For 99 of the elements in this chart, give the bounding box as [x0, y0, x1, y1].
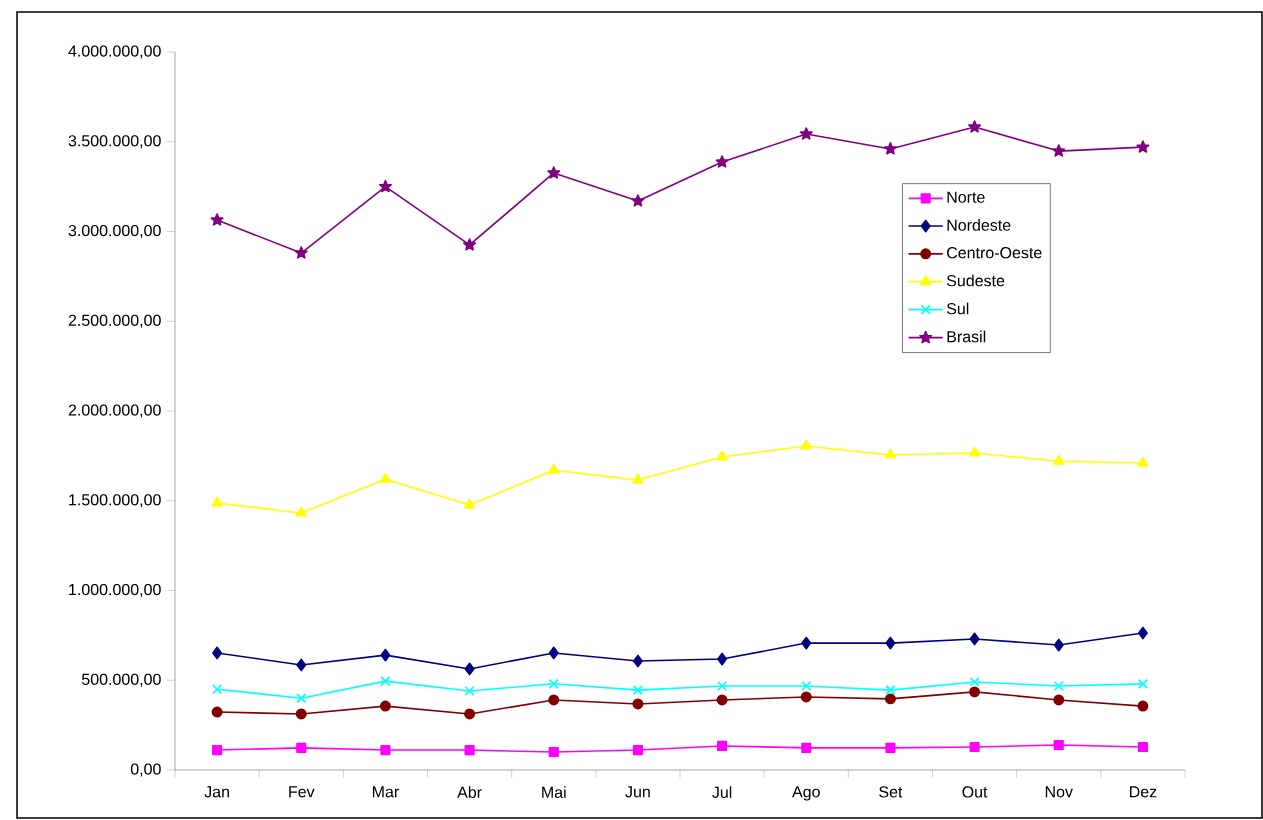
point [717, 652, 728, 666]
point [1137, 456, 1149, 467]
point [464, 662, 475, 676]
point [968, 446, 981, 457]
point [548, 678, 559, 689]
point [799, 127, 813, 140]
x-tick-label: Jun [625, 786, 650, 798]
y-tick-label: 3.500.000,00 [68, 135, 161, 149]
point [548, 694, 560, 706]
point [884, 448, 897, 459]
x-tick-label: Out [962, 786, 988, 798]
point [464, 745, 475, 756]
x-tick-label: Abr [457, 786, 482, 798]
point [548, 463, 560, 474]
point [212, 745, 223, 756]
point [464, 708, 476, 720]
point [800, 691, 812, 703]
point [296, 693, 307, 704]
point [969, 632, 980, 646]
point [379, 472, 392, 483]
point [380, 745, 391, 756]
point [968, 120, 982, 133]
point [632, 698, 644, 710]
point [296, 658, 307, 672]
point [885, 685, 896, 696]
point [632, 654, 643, 668]
x-tick-label: Fev [289, 786, 315, 798]
point [883, 142, 897, 155]
x-tick-label: Jan [204, 786, 229, 798]
point [463, 238, 477, 251]
y-tick-label: 500.000,00 [81, 673, 161, 687]
point [969, 686, 981, 698]
y-tick-label: 0,00 [130, 763, 161, 777]
point [800, 439, 812, 450]
point [716, 694, 728, 706]
legend-label: Norte [947, 191, 985, 203]
point [1052, 144, 1066, 157]
point [1053, 638, 1064, 652]
point [548, 646, 559, 660]
point [801, 680, 812, 692]
point [547, 166, 561, 179]
point [211, 496, 223, 507]
y-tick-label: 4.000.000,00 [68, 45, 161, 59]
point [716, 450, 728, 461]
point [885, 742, 896, 753]
point [1137, 741, 1148, 753]
point [969, 741, 980, 753]
point [1053, 739, 1064, 751]
point [1137, 700, 1149, 712]
point [379, 700, 391, 712]
legend-label: Centro-Oeste [947, 247, 1042, 259]
point [295, 708, 307, 720]
legend-label: Brasil [947, 330, 986, 343]
x-tick-label: Nov [1045, 786, 1073, 798]
point [380, 676, 391, 687]
point [1053, 454, 1065, 465]
point [378, 179, 392, 193]
point [1053, 694, 1065, 706]
y-tick-label: 2.500.000,00 [68, 314, 161, 328]
point [715, 155, 729, 168]
point [969, 676, 980, 688]
y-tick-label: 1.000.000,00 [69, 583, 161, 598]
point [1053, 680, 1064, 692]
point [212, 684, 223, 695]
point [296, 742, 307, 753]
point [210, 213, 224, 226]
point [632, 473, 644, 484]
point [632, 685, 643, 696]
point [631, 194, 645, 207]
point [1136, 140, 1150, 153]
point [884, 693, 896, 705]
x-tick-label: Mar [372, 786, 399, 798]
y-tick-label: 3.000.000,00 [68, 224, 161, 239]
point [632, 745, 643, 756]
legend-label: Sudeste [946, 274, 1005, 287]
point [212, 646, 223, 660]
point [801, 742, 812, 753]
point [1137, 678, 1148, 689]
point [294, 246, 308, 259]
point [464, 685, 475, 697]
x-tick-label: Dez [1130, 786, 1157, 798]
point [548, 746, 559, 758]
point [380, 648, 391, 662]
point [295, 506, 307, 517]
point [717, 740, 728, 751]
point [211, 706, 223, 718]
x-tick-label: Set [879, 786, 903, 798]
x-tick-label: Mai [542, 786, 566, 798]
x-tick-label: Ago [792, 786, 820, 801]
legend-label: Nordeste [947, 219, 1011, 231]
point [463, 498, 476, 509]
legend-label: Sul [946, 302, 969, 315]
y-tick-label: 1.500.000,00 [69, 494, 161, 508]
x-tick-label: Jul [712, 786, 732, 798]
y-tick-label: 2.000.000,00 [68, 404, 161, 418]
point [717, 680, 728, 692]
point [885, 636, 896, 650]
point [801, 636, 812, 650]
point [1137, 626, 1148, 640]
